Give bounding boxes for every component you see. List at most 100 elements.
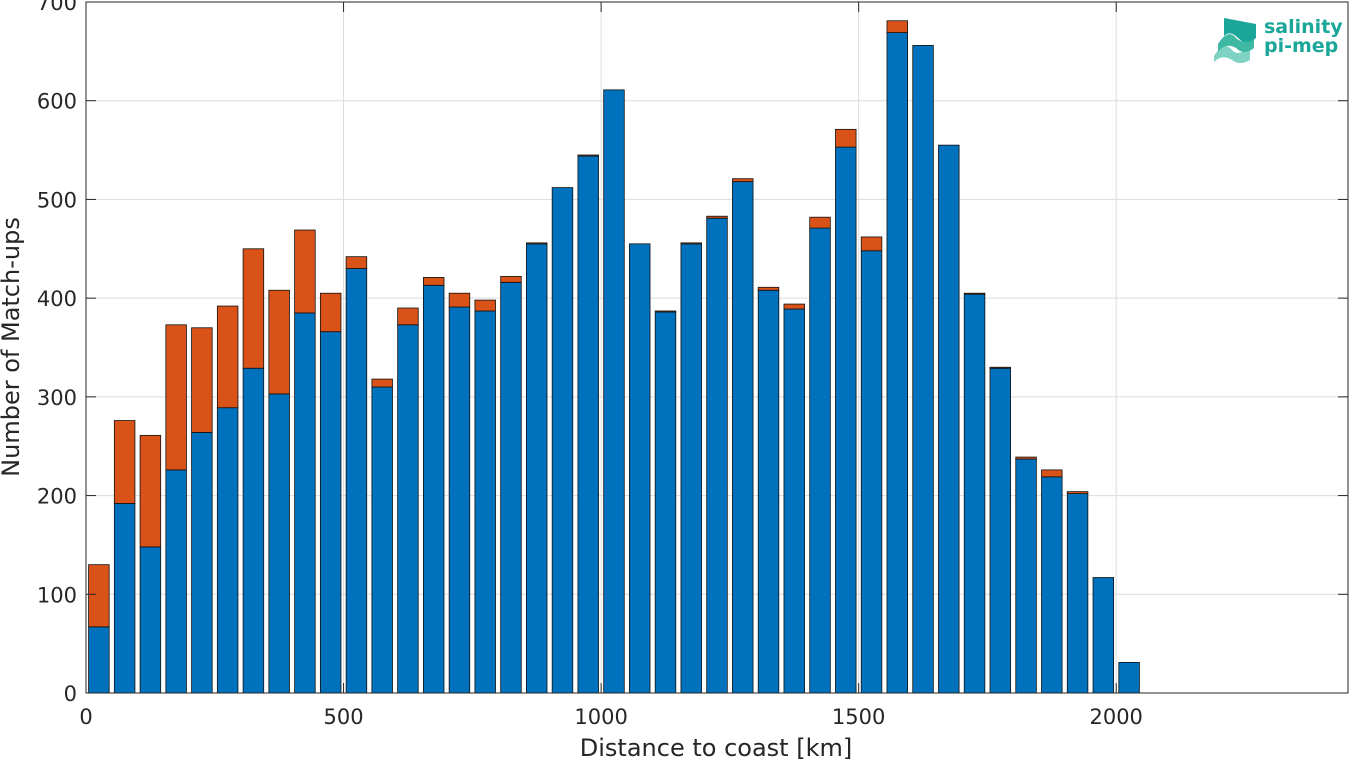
- bar-series-1: [1015, 458, 1037, 694]
- bar-series-1: [294, 312, 316, 694]
- y-tick-label: 700: [37, 0, 77, 15]
- bar-series-1: [268, 393, 290, 694]
- bar-series-2: [371, 378, 393, 388]
- bar-series-1: [88, 626, 110, 694]
- bar-series-1: [1092, 577, 1115, 694]
- bar-series-2: [577, 154, 599, 157]
- bar-series-2: [732, 178, 754, 183]
- bar-series-2: [474, 299, 496, 312]
- bar-series-2: [242, 248, 265, 369]
- bar-series-1: [1041, 476, 1063, 694]
- bar-series-1: [912, 45, 934, 694]
- bar-series-2: [706, 215, 728, 219]
- bar-series-1: [1066, 493, 1089, 694]
- bar-series-2: [294, 229, 316, 314]
- bar-series-2: [1015, 456, 1037, 460]
- bar-series-1: [165, 469, 187, 694]
- bar-series-1: [113, 503, 136, 694]
- bar-series-1: [422, 284, 445, 694]
- bar-series-1: [938, 144, 960, 694]
- bar-series-2: [319, 292, 342, 333]
- x-tick-label: 0: [79, 705, 92, 729]
- bar-series-1: [397, 324, 419, 694]
- bar-series-1: [603, 89, 625, 694]
- bar-series-2: [809, 216, 831, 229]
- x-tick-label: 2000: [1089, 705, 1142, 729]
- bar-series-1: [835, 146, 857, 694]
- bar-series-1: [319, 331, 342, 694]
- bar-series-1: [886, 32, 908, 694]
- bar-series-2: [989, 366, 1012, 369]
- bar-series-1: [989, 367, 1012, 694]
- y-tick-label: 600: [37, 90, 77, 114]
- bar-series-2: [835, 128, 857, 148]
- y-axis-label: Number of Match-ups: [0, 217, 25, 477]
- bar-series-2: [860, 236, 883, 252]
- y-tick-label: 0: [64, 682, 77, 706]
- logo-line-2: pi-mep: [1264, 35, 1338, 57]
- bar-series-1: [242, 367, 265, 694]
- bar-series-1: [1118, 661, 1140, 694]
- bar-series-2: [165, 324, 187, 471]
- bar-series-2: [268, 289, 290, 395]
- bar-series-1: [526, 243, 548, 694]
- bar-series-1: [371, 386, 393, 694]
- bar-series-1: [860, 250, 883, 694]
- bar-series-2: [500, 276, 522, 283]
- bar-series-1: [732, 181, 754, 694]
- bar-series-2: [526, 242, 548, 245]
- y-tick-label: 100: [37, 583, 77, 607]
- bar-series-2: [886, 20, 908, 34]
- bar-series-2: [422, 277, 445, 286]
- bar-series-1: [345, 268, 368, 694]
- y-tick-label: 500: [37, 188, 77, 212]
- bar-series-2: [1066, 491, 1089, 494]
- bar-series-1: [680, 243, 702, 694]
- bar-series-2: [680, 242, 702, 245]
- bar-series-1: [500, 281, 522, 694]
- y-tick-label: 300: [37, 386, 77, 410]
- bars: [88, 20, 1140, 694]
- x-tick-label: 1500: [832, 705, 885, 729]
- bar-series-1: [448, 306, 471, 694]
- bar-series-1: [551, 187, 574, 694]
- y-tick-labels: 0 100 200 300 400 500 600 700: [37, 0, 77, 706]
- bar-series-2: [345, 256, 368, 269]
- bar-series-1: [757, 289, 780, 694]
- logo-line-1: salinity: [1264, 16, 1343, 38]
- x-tick-labels: 0 500 1000 1500 2000: [79, 705, 1143, 729]
- bar-series-2: [783, 303, 805, 310]
- bar-series-1: [577, 155, 599, 694]
- bar-series-2: [448, 292, 471, 308]
- x-tick-label: 1000: [574, 705, 627, 729]
- bar-series-2: [139, 434, 162, 548]
- y-tick-label: 400: [37, 287, 77, 311]
- y-tick-label: 200: [37, 485, 77, 509]
- bar-series-1: [783, 308, 805, 694]
- bar-series-2: [757, 286, 780, 291]
- salinity-pi-mep-logo: salinity pi-mep: [1214, 16, 1343, 63]
- bar-series-2: [397, 307, 419, 326]
- bar-series-2: [88, 564, 110, 628]
- logo-wave-icon: [1214, 18, 1256, 63]
- ticks: [85, 1, 1348, 694]
- bar-series-2: [191, 327, 213, 433]
- bar-series-1: [809, 227, 831, 694]
- bar-series-1: [706, 217, 728, 694]
- bar-series-1: [654, 311, 677, 694]
- bar-series-1: [474, 310, 496, 694]
- bar-series-2: [654, 310, 677, 313]
- bar-series-2: [1041, 469, 1063, 478]
- x-axis-label: Distance to coast [km]: [580, 734, 852, 761]
- bar-series-1: [963, 293, 986, 694]
- plot-frame: [85, 1, 1349, 694]
- bar-series-2: [216, 305, 239, 409]
- bar-series-1: [629, 243, 651, 694]
- bar-series-1: [216, 407, 239, 694]
- bar-series-2: [113, 420, 136, 504]
- bar-series-1: [191, 431, 213, 694]
- bar-series-1: [139, 546, 162, 694]
- bar-series-2: [963, 292, 986, 295]
- x-tick-label: 500: [324, 705, 364, 729]
